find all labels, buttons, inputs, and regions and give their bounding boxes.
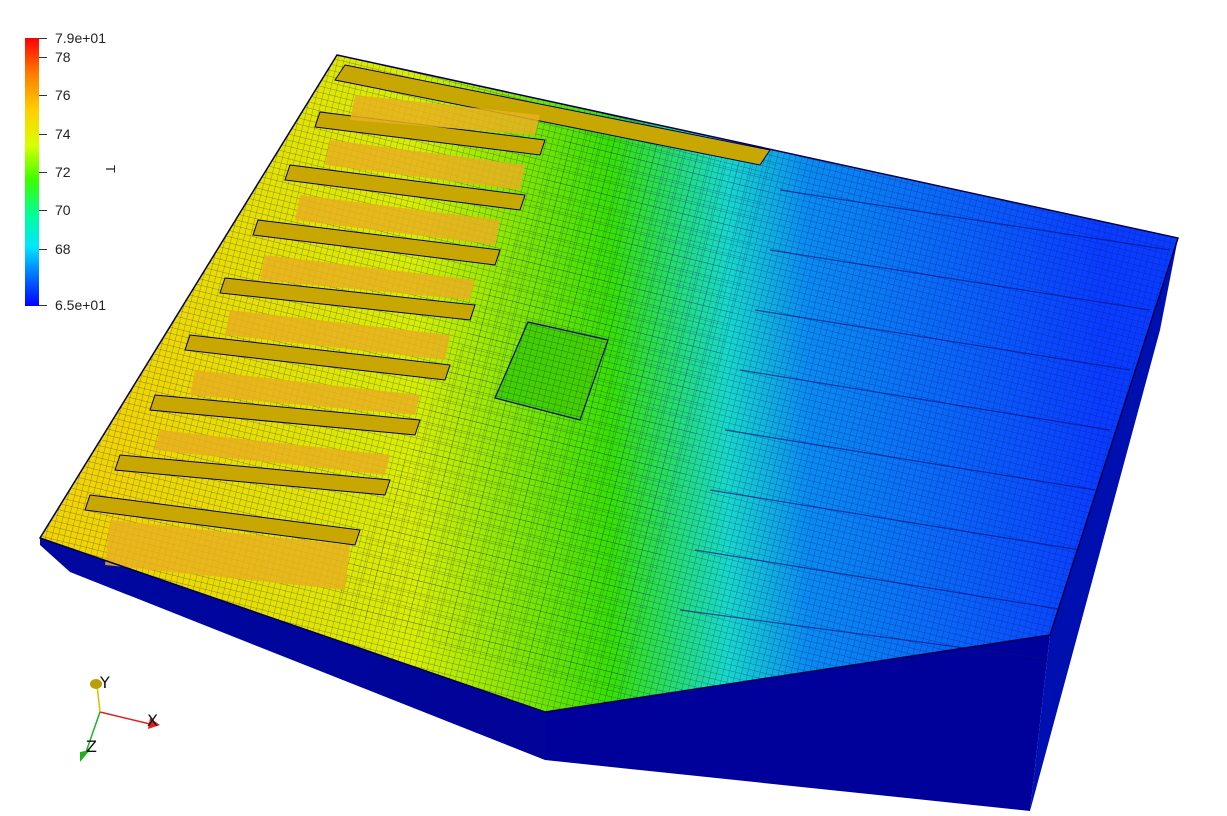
board-front-face-right (545, 635, 1050, 811)
slot-interiors (105, 95, 540, 590)
colorbar-min-label: 6.5e+01 (55, 297, 106, 313)
colorbar-tick-label: 78 (55, 49, 71, 65)
colorbar-tick-label: 72 (55, 164, 71, 180)
orientation-axes: X Y Z (80, 673, 160, 762)
colorbar-tick (39, 172, 47, 173)
colorbar-tick-min (39, 305, 47, 306)
chip-component-mesh (495, 322, 608, 420)
z-axis-cone (80, 750, 90, 762)
scalar-colorbar (25, 38, 39, 306)
colorbar-title: T (103, 165, 118, 173)
board-outline (38, 54, 1179, 713)
colorbar-tick (39, 210, 47, 211)
z-axis-label: Z (86, 737, 97, 756)
board-right-face (1030, 238, 1178, 811)
colorbar-tick-max (39, 38, 47, 39)
colorbar-tick-label: 70 (55, 202, 71, 218)
x-axis-line (99, 711, 151, 725)
fin-rows (679, 189, 1171, 661)
board-front-face (40, 538, 545, 760)
y-axis-label: Y (99, 673, 110, 692)
colorbar-max-label: 7.9e+01 (55, 30, 106, 46)
colorbar-tick-label: 76 (55, 87, 71, 103)
colorbar-tick (39, 57, 47, 58)
green-region-mesh (330, 130, 780, 700)
y-axis-cone (90, 679, 102, 689)
slot-walls (84, 64, 771, 546)
z-axis-line (85, 711, 101, 753)
colorbar-tick-label: 74 (55, 126, 71, 142)
colorbar-tick (39, 249, 47, 250)
x-axis-label: X (147, 711, 158, 730)
colorbar-tick-label: 68 (55, 241, 71, 257)
colorbar-tick (39, 95, 47, 96)
colorbar-tick (39, 134, 47, 135)
x-axis-cone (148, 718, 160, 729)
y-axis-line (96, 684, 101, 713)
